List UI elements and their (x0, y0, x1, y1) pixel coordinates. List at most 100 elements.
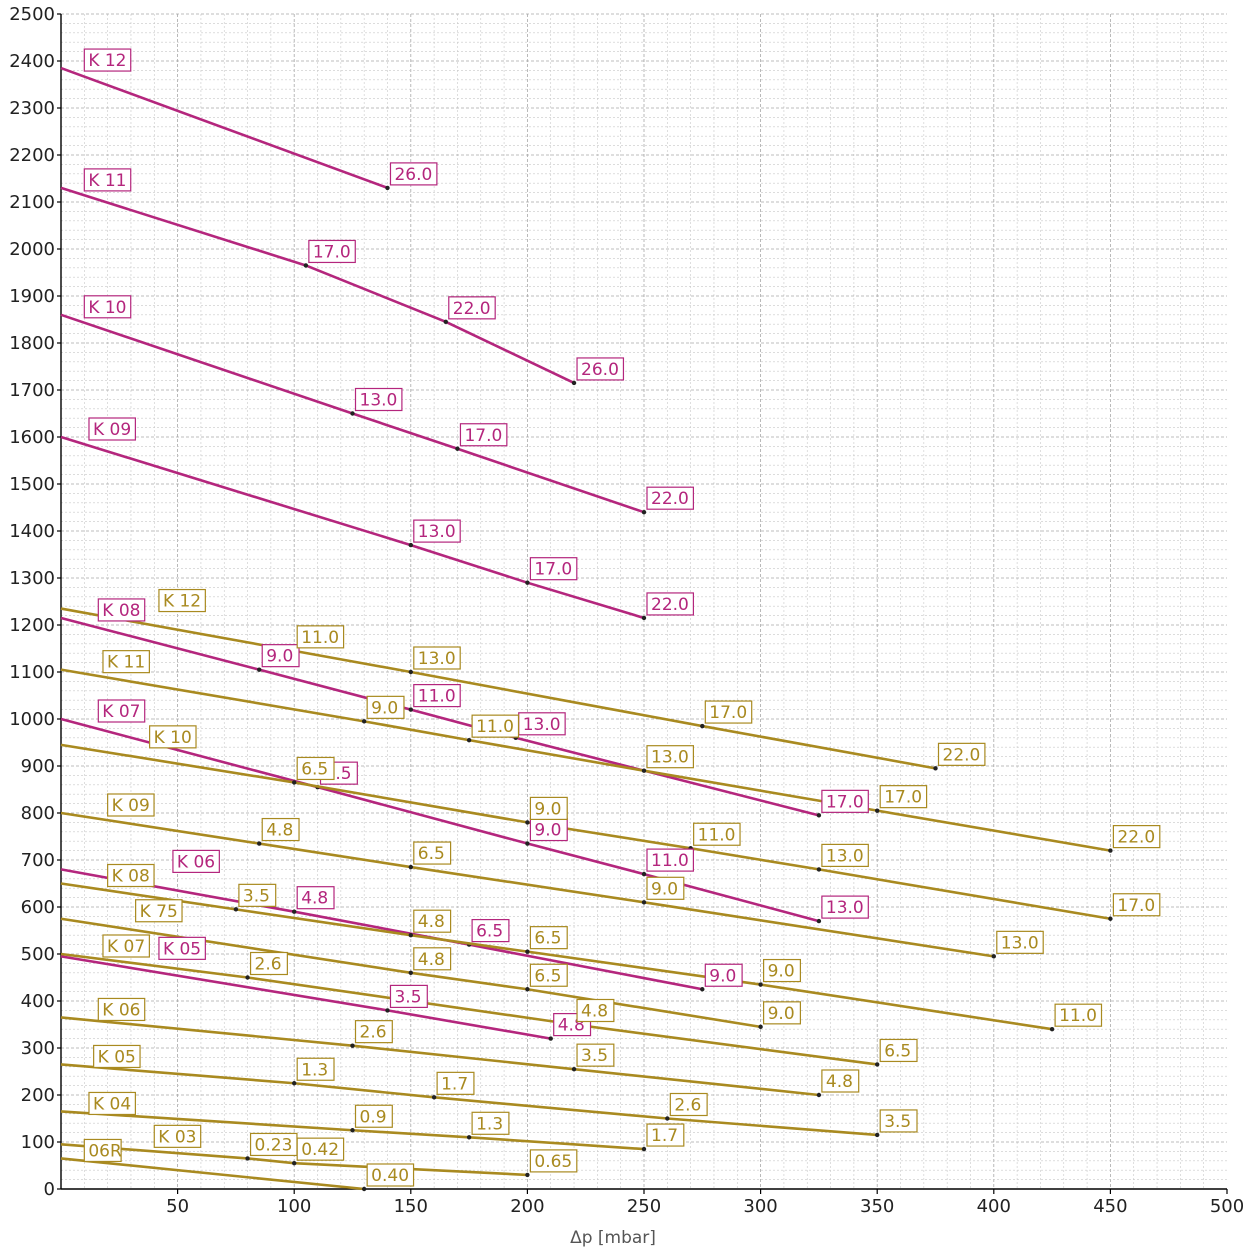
point-label: 17.0 (821, 789, 869, 813)
point-label: 6.5 (529, 926, 568, 950)
y-tick-label: 900 (21, 756, 55, 777)
point-label-text: 4.8 (581, 1002, 608, 1022)
series-name-label-text: K 07 (102, 702, 140, 722)
point-label-box (529, 963, 568, 987)
series-line (60, 743, 1111, 921)
data-point (816, 813, 822, 818)
point-label-text: 6.5 (534, 929, 561, 949)
point-label: 22.0 (646, 486, 695, 510)
point-label: 4.8 (576, 998, 615, 1023)
point-label-text: 3.5 (243, 886, 270, 906)
point-label-box (471, 1111, 510, 1135)
point-label: 1.7 (436, 1071, 475, 1095)
series-name-label: K 11 (102, 650, 150, 674)
series-name-label-box (153, 1124, 202, 1148)
point-label-box (354, 1104, 393, 1128)
data-point (525, 841, 530, 846)
point-label-box (529, 796, 568, 821)
series-name-label-text: K 03 (158, 1127, 196, 1147)
point-label-box (413, 519, 461, 543)
point-label-text: 22.0 (943, 745, 981, 765)
point-label: 22.0 (1112, 824, 1161, 849)
point-label-text: 9.0 (768, 1004, 795, 1024)
point-label: 6.5 (296, 756, 335, 781)
series-name-label-box (107, 793, 155, 817)
point-label-box (238, 883, 277, 907)
series-name-label: K 75 (135, 899, 183, 923)
point-label: 17.0 (529, 557, 578, 581)
y-tick-label: 1500 (9, 474, 55, 495)
series-name-label-box (88, 417, 136, 441)
point-label: 9.0 (261, 644, 300, 668)
data-point (641, 768, 647, 773)
point-label-box (821, 895, 869, 919)
point-label: 3.5 (879, 1109, 918, 1133)
point-label-box (366, 695, 405, 719)
data-point (758, 1024, 763, 1030)
data-point (816, 918, 822, 924)
data-point (431, 1095, 437, 1100)
y-tick-label: 400 (21, 991, 55, 1012)
point-label-text: 17.0 (534, 560, 572, 580)
point-label-text: 11.0 (301, 628, 339, 648)
axes (57, 13, 1228, 1194)
y-tick-label: 100 (21, 1132, 55, 1153)
data-point (245, 1156, 250, 1161)
data-point (408, 933, 413, 938)
point-label-box (693, 822, 741, 846)
series-name-label-text: K 75 (140, 902, 178, 922)
series-name-label: K 10 (149, 725, 197, 749)
point-label-text: 17.0 (313, 242, 351, 262)
y-tick-label: 1900 (9, 286, 55, 307)
y-tick-label: 1100 (9, 662, 55, 683)
point-label-text: 4.8 (418, 950, 445, 970)
point-label: 1.3 (471, 1111, 510, 1135)
data-point (408, 707, 413, 712)
series-name-label-box (102, 650, 150, 674)
point-label-box (296, 1057, 335, 1081)
point-label: 11.0 (1054, 1003, 1103, 1027)
point-label-box (296, 1137, 345, 1161)
series-line (60, 186, 575, 385)
point-label: 2.6 (354, 1020, 393, 1044)
point-label-box (879, 1038, 918, 1063)
data-point (548, 1036, 553, 1041)
series-name-label-box (88, 1091, 136, 1116)
point-label: 17.0 (1112, 893, 1161, 917)
y-tick-label: 1600 (9, 427, 55, 448)
series-lines (60, 66, 1113, 1192)
y-tick-label: 500 (21, 944, 55, 965)
point-label-text: 4.8 (301, 889, 328, 909)
point-label-box (529, 1149, 578, 1173)
point-label-box (762, 1001, 801, 1025)
point-label: 13.0 (413, 519, 461, 543)
point-label: 0.23 (249, 1132, 298, 1157)
data-point (525, 580, 530, 585)
point-label-text: 0.42 (301, 1140, 339, 1160)
y-tick-label: 2400 (9, 51, 55, 72)
series-name-label-text: K 07 (107, 937, 145, 957)
y-tick-label: 0 (44, 1179, 55, 1200)
point-label-text: 13.0 (418, 649, 456, 669)
data-point (385, 1008, 390, 1013)
point-label-text: 9.0 (651, 879, 678, 899)
point-label-box (576, 1043, 615, 1067)
point-label: 22.0 (937, 742, 986, 766)
y-tick-label: 300 (21, 1038, 55, 1059)
series-name-label: K 07 (97, 699, 146, 723)
data-point (875, 1132, 880, 1138)
point-label: 2.6 (669, 1092, 708, 1117)
series-name-label-box (149, 725, 197, 749)
series-name-label-box (107, 863, 155, 888)
data-point (933, 766, 938, 771)
point-label-box (296, 625, 345, 649)
series-name-label: K 07 (102, 934, 150, 958)
point-label-text: 13.0 (651, 748, 689, 768)
x-tick-label: 400 (977, 1196, 1011, 1217)
point-label-text: 13.0 (418, 522, 456, 542)
series-name-label-box (83, 168, 132, 192)
series-name-label-box (97, 598, 146, 622)
point-label-text: 17.0 (884, 788, 922, 808)
point-label-text: 1.7 (441, 1074, 468, 1094)
series-name-label-box (93, 1044, 141, 1069)
